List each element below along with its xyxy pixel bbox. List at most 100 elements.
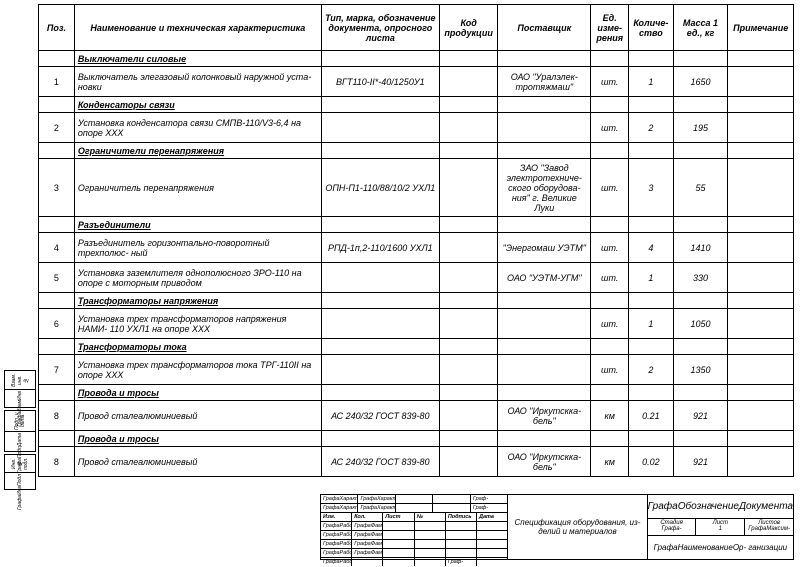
- cell-ed: км: [591, 447, 629, 477]
- section-header: Конденсаторы связи: [78, 100, 175, 110]
- cell-post: [498, 113, 591, 143]
- cell-mass: 1050: [673, 309, 728, 339]
- cell-type: [321, 113, 439, 143]
- cell-kod: [439, 113, 497, 143]
- stage-sheet-row: СтадияГрафа-Лист1ЛистовГрафаМаксим-: [648, 519, 793, 536]
- cell-qty: 2: [629, 355, 673, 385]
- cell-prim: [728, 113, 794, 143]
- cell-ed: шт.: [591, 113, 629, 143]
- section-header: Провода и тросы: [78, 388, 159, 398]
- stage-cell: СтадияГрафа-: [648, 519, 697, 535]
- stage-cell: Лист1: [696, 519, 745, 535]
- cell-post: ОАО "Иркутскка- бель": [498, 447, 591, 477]
- cell-name: Установка заземлителя однополюсного ЗРО-…: [74, 263, 321, 293]
- title-block-right: ГрафаОбозначениеДокумента СтадияГрафа-Ли…: [648, 495, 793, 559]
- table-row: 1 Выключатель элегазовый колонковый нару…: [39, 67, 794, 97]
- cell-post: ОАО "УЭТМ-УГМ": [498, 263, 591, 293]
- stamp-box: Взам. инв. №ГрафаВзамИнв: [4, 370, 36, 408]
- cell-type: АС 240/32 ГОСТ 839-80: [321, 447, 439, 477]
- section-header: Трансформаторы тока: [78, 342, 187, 352]
- cell-qty: 3: [629, 159, 673, 217]
- table-row: 6 Установка трех трансформаторов напряже…: [39, 309, 794, 339]
- cell-mass: 1350: [673, 355, 728, 385]
- table-row: 3 Ограничитель перенапряжения ОПН-П1-110…: [39, 159, 794, 217]
- title-block-left: ГрафаХаракте-ГрафаХаракте-Граф-ГрафаХара…: [321, 495, 508, 559]
- cell-qty: 2: [629, 113, 673, 143]
- cell-prim: [728, 309, 794, 339]
- cell-ed: шт.: [591, 263, 629, 293]
- cell-type: ОПН-П1-110/88/10/2 УХЛ1: [321, 159, 439, 217]
- table-row: Ограничители перенапряжения: [39, 143, 794, 159]
- cell-prim: [728, 159, 794, 217]
- cell-kod: [439, 67, 497, 97]
- organization-name: ГрафаНаименованиеОр- ганизации: [648, 536, 793, 559]
- cell-mass: 921: [673, 447, 728, 477]
- table-row: Провода и тросы: [39, 431, 794, 447]
- cell-post: [498, 309, 591, 339]
- cell-poz: 8: [39, 401, 75, 431]
- hdr-name: Наименование и техническая характеристик…: [74, 5, 321, 51]
- cell-qty: 1: [629, 263, 673, 293]
- table-row: Провода и тросы: [39, 385, 794, 401]
- title-block: ГрафаХаракте-ГрафаХаракте-Граф-ГрафаХара…: [320, 494, 794, 560]
- cell-post: ОАО "Иркутскка- бель": [498, 401, 591, 431]
- table-row: 7 Установка трех трансформаторов тока ТР…: [39, 355, 794, 385]
- cell-name: Выключатель элегазовый колонковый наружн…: [74, 67, 321, 97]
- table-row: 2 Установка конденсатора связи СМПВ-110/…: [39, 113, 794, 143]
- table-row: 8 Провод сталеалюминиевый АС 240/32 ГОСТ…: [39, 447, 794, 477]
- table-row: Выключатели силовые: [39, 51, 794, 67]
- cell-prim: [728, 401, 794, 431]
- cell-name: Провод сталеалюминиевый: [74, 447, 321, 477]
- cell-kod: [439, 447, 497, 477]
- hdr-type: Тип, марка, обозначение документа, опрос…: [321, 5, 439, 51]
- cell-poz: 7: [39, 355, 75, 385]
- hdr-kod: Код продукции: [439, 5, 497, 51]
- cell-kod: [439, 233, 497, 263]
- cell-mass: 55: [673, 159, 728, 217]
- cell-qty: 4: [629, 233, 673, 263]
- cell-kod: [439, 401, 497, 431]
- header-row: Поз. Наименование и техническая характер…: [39, 5, 794, 51]
- cell-type: [321, 355, 439, 385]
- spec-table: Поз. Наименование и техническая характер…: [38, 4, 794, 477]
- hdr-qty: Количе- ство: [629, 5, 673, 51]
- cell-type: РПД-1п,2-110/1600 УХЛ1: [321, 233, 439, 263]
- cell-prim: [728, 67, 794, 97]
- cell-name: Установка трех трансформаторов тока ТРГ-…: [74, 355, 321, 385]
- cell-name: Разъединитель горизонтально-поворотный т…: [74, 233, 321, 263]
- stamp-box: Подп. и датаГрафаПодпДата: [4, 410, 36, 452]
- cell-post: "Энергомаш УЭТМ": [498, 233, 591, 263]
- cell-qty: 1: [629, 309, 673, 339]
- table-row: 8 Провод сталеалюминиевый АС 240/32 ГОСТ…: [39, 401, 794, 431]
- cell-kod: [439, 355, 497, 385]
- table-row: 5 Установка заземлителя однополюсного ЗР…: [39, 263, 794, 293]
- table-row: Трансформаторы напряжения: [39, 293, 794, 309]
- cell-mass: 921: [673, 401, 728, 431]
- cell-mass: 1650: [673, 67, 728, 97]
- cell-poz: 5: [39, 263, 75, 293]
- cell-type: [321, 263, 439, 293]
- hdr-mass: Масса 1 ед., кг: [673, 5, 728, 51]
- cell-poz: 3: [39, 159, 75, 217]
- section-header: Провода и тросы: [78, 434, 159, 444]
- section-header: Выключатели силовые: [78, 54, 186, 64]
- cell-name: Установка конденсатора связи СМПВ-110/V3…: [74, 113, 321, 143]
- table-row: Конденсаторы связи: [39, 97, 794, 113]
- hdr-poz: Поз.: [39, 5, 75, 51]
- cell-poz: 2: [39, 113, 75, 143]
- cell-name: Установка трех трансформаторов напряжени…: [74, 309, 321, 339]
- table-row: 4 Разъединитель горизонтально-поворотный…: [39, 233, 794, 263]
- cell-prim: [728, 233, 794, 263]
- cell-ed: км: [591, 401, 629, 431]
- cell-qty: 1: [629, 67, 673, 97]
- section-header: Ограничители перенапряжения: [78, 146, 224, 156]
- cell-poz: 1: [39, 67, 75, 97]
- hdr-prim: Примечание: [728, 5, 794, 51]
- stage-cell: ЛистовГрафаМаксим-: [745, 519, 793, 535]
- document-code: ГрафаОбозначениеДокумента: [648, 495, 793, 519]
- title-block-description: Спецификация оборудования, из- делий и м…: [508, 495, 647, 559]
- cell-qty: 0.02: [629, 447, 673, 477]
- cell-post: ОАО "Уралэлек- тротяжмаш": [498, 67, 591, 97]
- cell-prim: [728, 355, 794, 385]
- cell-name: Ограничитель перенапряжения: [74, 159, 321, 217]
